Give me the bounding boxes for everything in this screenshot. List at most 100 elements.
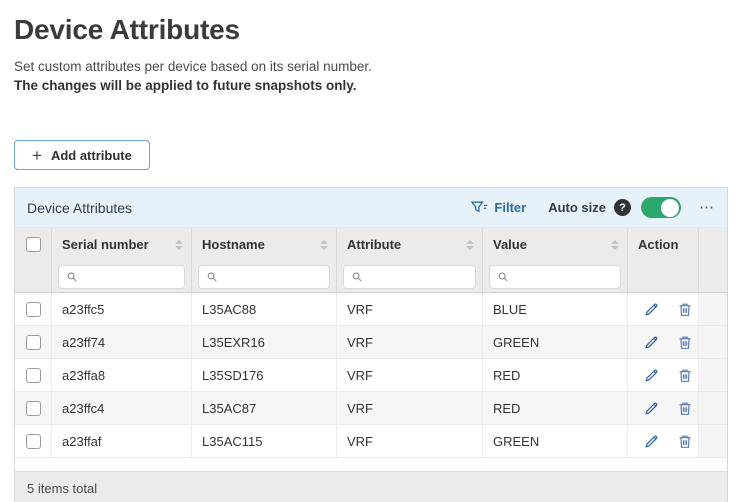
edit-button[interactable] — [644, 401, 659, 416]
add-attribute-button[interactable]: + Add attribute — [14, 140, 150, 170]
autosize-toggle[interactable] — [641, 197, 681, 218]
cell-attribute: VRF — [337, 293, 483, 325]
cell-hostname: L35AC88 — [192, 293, 337, 325]
column-label: Attribute — [347, 237, 402, 252]
delete-button[interactable] — [678, 335, 692, 350]
filter-checkbox-cell — [15, 261, 52, 293]
row-select-cell — [15, 359, 52, 391]
sort-icon[interactable] — [175, 239, 183, 250]
header-filler-cell — [699, 228, 727, 261]
help-icon[interactable]: ? — [614, 199, 631, 216]
cell-hostname: L35AC115 — [192, 425, 337, 457]
help-label: ? — [619, 201, 626, 214]
table-row: a23ffc4 L35AC87 VRF RED — [15, 392, 727, 425]
row-filler-cell — [699, 392, 727, 424]
table-footer: 5 items total — [15, 471, 727, 502]
table-row: a23ffc5 L35AC88 VRF BLUE — [15, 293, 727, 326]
select-all-cell — [15, 228, 52, 261]
add-attribute-label: Add attribute — [50, 147, 132, 163]
cell-value: RED — [483, 359, 628, 391]
toggle-knob — [661, 198, 679, 217]
cell-action — [628, 392, 699, 424]
column-label: Action — [638, 237, 679, 252]
search-icon — [67, 272, 77, 281]
delete-button[interactable] — [678, 302, 692, 317]
table-filter-row — [15, 261, 727, 293]
attribute-filter — [343, 264, 476, 289]
value-filter — [489, 264, 621, 289]
pencil-icon — [645, 369, 658, 382]
column-header-value[interactable]: Value — [483, 228, 628, 261]
filter-cell-hostname — [192, 261, 337, 293]
search-icon — [207, 272, 217, 281]
row-checkbox[interactable] — [25, 367, 41, 383]
delete-button[interactable] — [678, 368, 692, 383]
panel-header: Device Attributes Filter Auto size ? ⋯ — [15, 188, 727, 228]
serial_number-filter — [58, 264, 185, 289]
edit-button[interactable] — [644, 335, 659, 350]
panel-title: Device Attributes — [27, 199, 133, 216]
hostname-filter — [198, 264, 330, 289]
cell-attribute: VRF — [337, 326, 483, 358]
row-checkbox[interactable] — [25, 433, 41, 449]
table-row: a23ff74 L35EXR16 VRF GREEN — [15, 326, 727, 359]
row-checkbox[interactable] — [25, 301, 41, 317]
plus-icon: + — [32, 145, 42, 165]
trash-icon — [679, 336, 691, 349]
trash-icon — [679, 303, 691, 316]
device-attributes-panel: Device Attributes Filter Auto size ? ⋯ — [14, 187, 728, 502]
delete-button[interactable] — [678, 434, 692, 449]
row-filler-cell — [699, 293, 727, 325]
column-label: Value — [493, 237, 527, 252]
attribute-filter-input[interactable] — [368, 269, 467, 284]
filter-cell-value — [483, 261, 628, 293]
cell-action — [628, 425, 699, 457]
row-filler-cell — [699, 326, 727, 358]
column-label: Hostname — [202, 237, 265, 252]
filter-filler-cell — [699, 261, 727, 293]
search-icon — [498, 272, 508, 281]
sort-icon[interactable] — [466, 239, 474, 250]
cell-attribute: VRF — [337, 392, 483, 424]
cell-serial_number: a23ffaf — [52, 425, 192, 457]
sort-icon[interactable] — [320, 239, 328, 250]
cell-serial_number: a23ff74 — [52, 326, 192, 358]
select-all-checkbox[interactable] — [25, 237, 41, 252]
filter-button[interactable]: Filter — [471, 200, 526, 215]
row-select-cell — [15, 293, 52, 325]
sort-icon[interactable] — [611, 239, 619, 250]
trash-icon — [679, 435, 691, 448]
delete-button[interactable] — [678, 401, 692, 416]
cell-action — [628, 293, 699, 325]
serial_number-filter-input[interactable] — [83, 269, 176, 284]
column-header-attribute[interactable]: Attribute — [337, 228, 483, 261]
row-filler-cell — [699, 359, 727, 391]
cell-value: RED — [483, 392, 628, 424]
page-title: Device Attributes — [14, 14, 240, 45]
row-checkbox[interactable] — [25, 334, 41, 350]
edit-button[interactable] — [644, 368, 659, 383]
value-filter-input[interactable] — [514, 269, 612, 284]
filter-label: Filter — [494, 200, 527, 215]
cell-action — [628, 359, 699, 391]
cell-value: GREEN — [483, 425, 628, 457]
column-label: Serial number — [62, 237, 149, 252]
overflow-menu-button[interactable]: ⋯ — [699, 199, 715, 216]
table-row: a23ffa8 L35SD176 VRF RED — [15, 359, 727, 392]
filter-cell-serial_number — [52, 261, 192, 293]
table-body-spacer — [15, 458, 727, 471]
search-icon — [352, 271, 362, 281]
table-body: a23ffc5 L35AC88 VRF BLUE a23ff74 L35EXR16 VRF G… — [15, 293, 727, 458]
trash-icon — [679, 369, 691, 382]
table-header-row: Serial number Hostname Attribute Value Actio… — [15, 228, 727, 261]
row-checkbox[interactable] — [25, 400, 41, 416]
row-select-cell — [15, 392, 52, 424]
column-header-hostname[interactable]: Hostname — [192, 228, 337, 261]
hostname-filter-input[interactable] — [223, 269, 321, 284]
pencil-icon — [645, 336, 658, 349]
edit-button[interactable] — [644, 434, 659, 449]
edit-button[interactable] — [644, 302, 659, 317]
filter-cell-action — [628, 261, 699, 293]
column-header-serial_number[interactable]: Serial number — [52, 228, 192, 261]
